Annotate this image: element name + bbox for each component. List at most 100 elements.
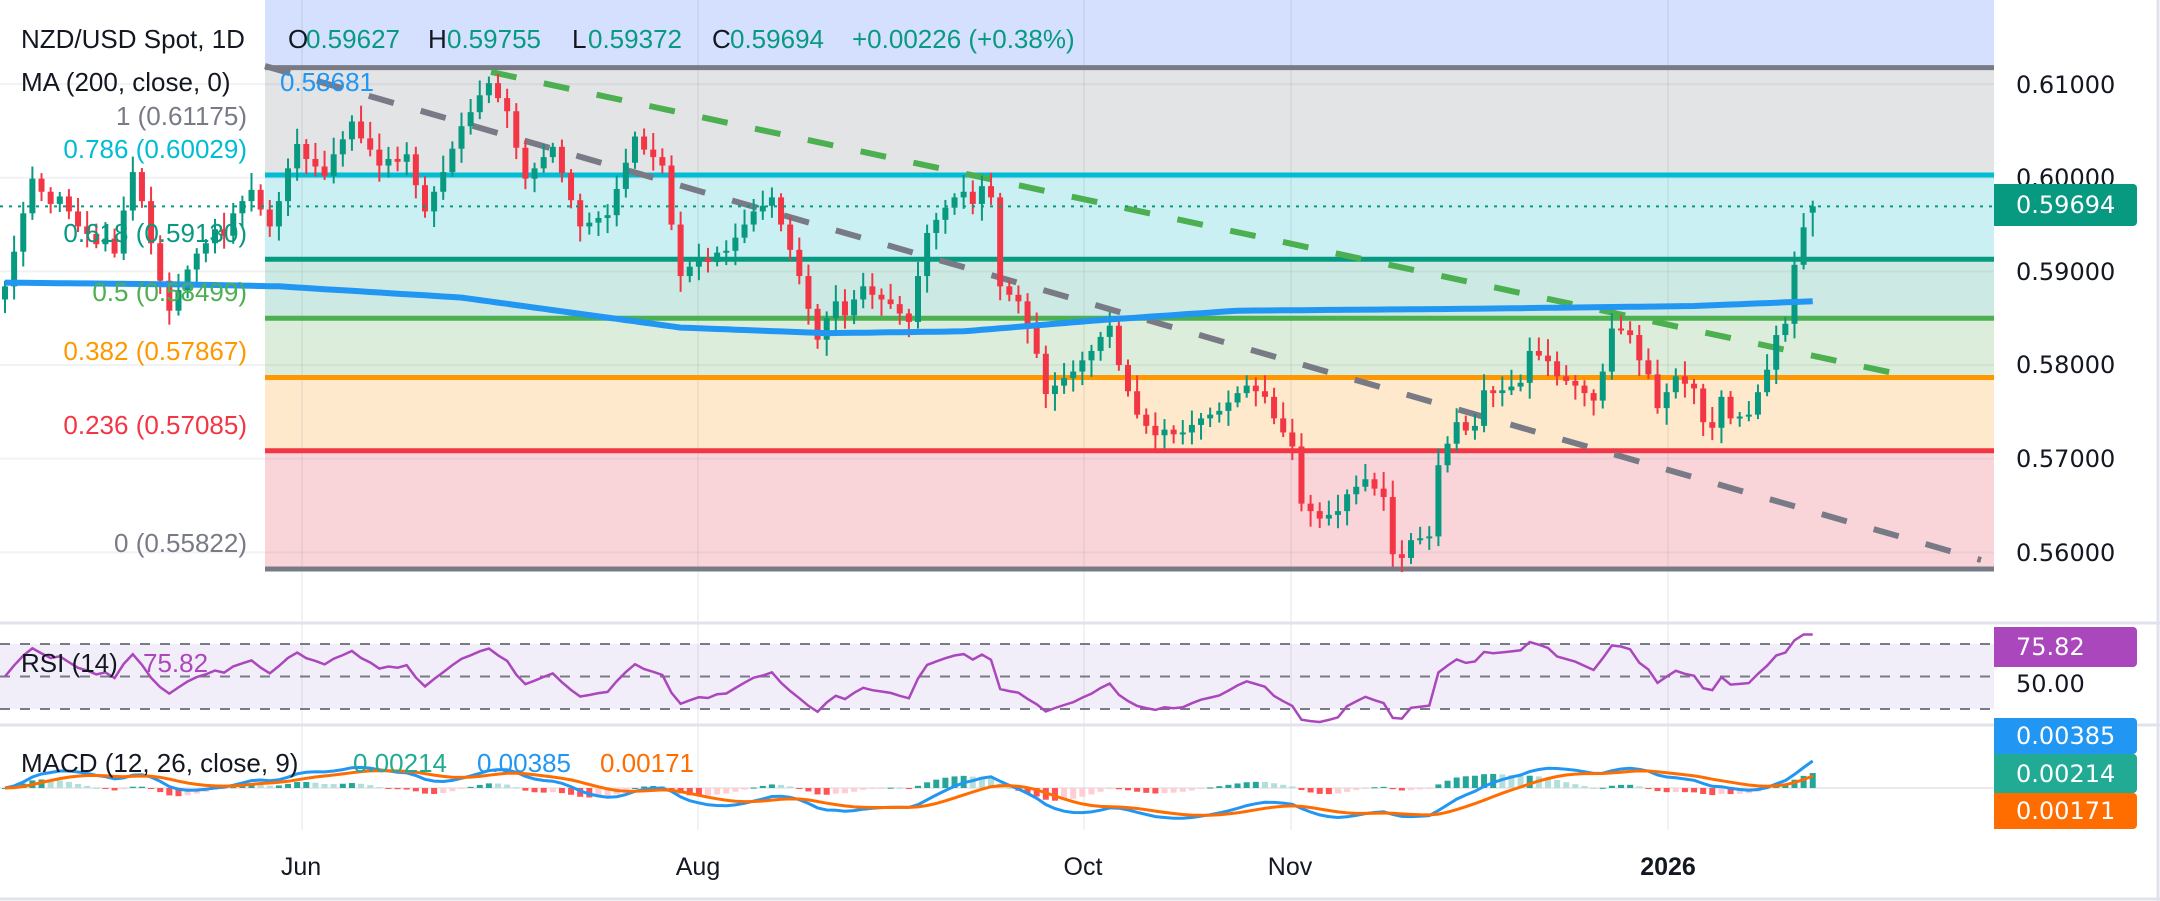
candle-body[interactable] — [659, 157, 666, 166]
candle-body[interactable] — [677, 224, 684, 277]
candle-body[interactable] — [339, 139, 346, 155]
candle-body[interactable] — [312, 158, 319, 167]
candle-body[interactable] — [211, 229, 218, 244]
candle-body[interactable] — [1152, 425, 1159, 436]
candle-body[interactable] — [1070, 371, 1077, 379]
candle-body[interactable] — [540, 157, 547, 169]
candle-body[interactable] — [1508, 386, 1515, 391]
candle-body[interactable] — [1088, 350, 1095, 361]
candle-body[interactable] — [1773, 335, 1780, 370]
candle-body[interactable] — [933, 219, 940, 233]
candle-body[interactable] — [485, 83, 492, 96]
candle-body[interactable] — [1490, 390, 1497, 394]
candle-body[interactable] — [732, 237, 739, 251]
candle-body[interactable] — [1134, 391, 1141, 415]
candle-body[interactable] — [476, 95, 483, 113]
candle-body[interactable] — [1115, 325, 1122, 366]
candle-body[interactable] — [1471, 425, 1478, 431]
candle-body[interactable] — [1079, 360, 1086, 372]
candle-body[interactable] — [1179, 432, 1186, 435]
candle-body[interactable] — [568, 173, 575, 201]
candle-body[interactable] — [741, 224, 748, 238]
candle-body[interactable] — [1051, 385, 1058, 395]
candle-body[interactable] — [1618, 328, 1625, 331]
downtrend-line-green[interactable] — [490, 69, 1913, 380]
candle-body[interactable] — [1590, 393, 1597, 401]
candle-body[interactable] — [1681, 376, 1688, 384]
candle-body[interactable] — [869, 286, 876, 295]
candle-body[interactable] — [513, 111, 520, 148]
candle-body[interactable] — [421, 185, 428, 212]
candle-body[interactable] — [997, 197, 1004, 287]
candle-body[interactable] — [1444, 443, 1451, 466]
candle-body[interactable] — [449, 148, 456, 173]
candle-body[interactable] — [1544, 355, 1551, 362]
candle-body[interactable] — [1745, 414, 1752, 417]
candle-body[interactable] — [111, 238, 118, 254]
candle-body[interactable] — [650, 149, 657, 158]
candle-body[interactable] — [604, 215, 611, 218]
candle-body[interactable] — [1481, 390, 1488, 426]
candle-body[interactable] — [796, 249, 803, 277]
candle-body[interactable] — [1700, 388, 1707, 423]
candle-body[interactable] — [321, 166, 328, 176]
symbol-title[interactable]: NZD/USD Spot, 1D — [21, 24, 245, 54]
candle-body[interactable] — [1252, 385, 1259, 392]
candle-body[interactable] — [1097, 336, 1104, 351]
candle-body[interactable] — [1380, 488, 1387, 498]
candle-body[interactable] — [988, 186, 995, 198]
candle-body[interactable] — [1426, 536, 1433, 539]
candle-body[interactable] — [1188, 424, 1195, 433]
rsi-legend-label[interactable]: RSI (14) — [21, 648, 118, 678]
candle-body[interactable] — [613, 188, 620, 216]
candle-body[interactable] — [978, 186, 985, 204]
candle-body[interactable] — [1535, 350, 1542, 356]
candle-body[interactable] — [394, 158, 401, 162]
candle-body[interactable] — [1170, 429, 1177, 435]
candle-body[interactable] — [714, 252, 721, 263]
candle-body[interactable] — [93, 233, 100, 245]
candle-body[interactable] — [1800, 227, 1807, 265]
candle-body[interactable] — [558, 146, 565, 174]
candle-body[interactable] — [467, 112, 474, 127]
candle-body[interactable] — [348, 121, 355, 140]
candle-body[interactable] — [1563, 376, 1570, 381]
candle-body[interactable] — [905, 313, 912, 322]
candle-body[interactable] — [641, 136, 648, 150]
rsi-line[interactable] — [4, 633, 1813, 724]
candle-body[interactable] — [960, 191, 967, 198]
candle-body[interactable] — [1663, 392, 1670, 409]
macd-signal-line[interactable] — [4, 769, 1814, 817]
candle-body[interactable] — [787, 224, 794, 250]
candle-body[interactable] — [1736, 416, 1743, 419]
candle-body[interactable] — [951, 197, 958, 208]
candle-body[interactable] — [1207, 414, 1214, 419]
candle-body[interactable] — [851, 299, 858, 316]
candle-body[interactable] — [129, 172, 136, 211]
candle-body[interactable] — [668, 165, 675, 225]
candle-body[interactable] — [878, 294, 885, 300]
candle-body[interactable] — [1754, 392, 1761, 415]
candle-body[interactable] — [495, 83, 502, 99]
candle-body[interactable] — [2, 286, 8, 300]
candle-body[interactable] — [759, 205, 766, 212]
candle-body[interactable] — [65, 196, 72, 212]
candle-body[interactable] — [915, 276, 921, 322]
candle-body[interactable] — [860, 286, 867, 300]
candle-body[interactable] — [814, 308, 821, 340]
candle-body[interactable] — [184, 269, 191, 291]
candle-body[interactable] — [522, 147, 529, 179]
candle-body[interactable] — [1608, 328, 1615, 372]
candle-body[interactable] — [412, 154, 419, 186]
candle-body[interactable] — [1462, 422, 1469, 431]
candle-body[interactable] — [257, 189, 264, 210]
candle-body[interactable] — [20, 213, 27, 252]
candle-body[interactable] — [705, 258, 712, 263]
candle-body[interactable] — [1809, 206, 1816, 213]
candle-body[interactable] — [1298, 446, 1305, 504]
candle-body[interactable] — [686, 266, 693, 277]
candle-body[interactable] — [768, 197, 775, 206]
candle-body[interactable] — [358, 121, 365, 139]
candle-body[interactable] — [266, 209, 273, 227]
